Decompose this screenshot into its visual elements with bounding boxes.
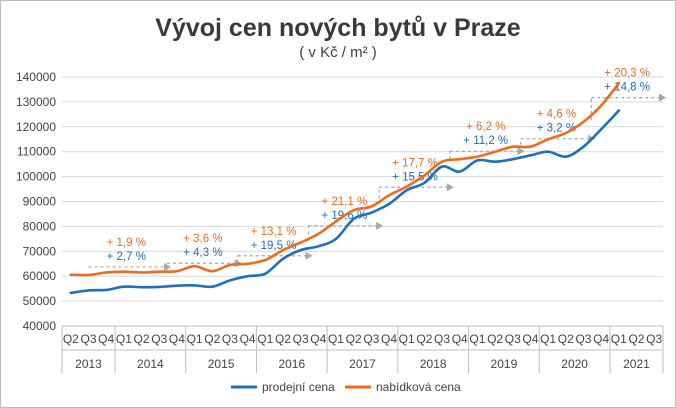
annotation-orange-label: + 3,6 %: [183, 233, 222, 245]
y-tick-label: 130000: [16, 95, 56, 109]
x-tick-year: 2013: [75, 357, 102, 371]
x-tick-quarter: Q4: [240, 332, 256, 346]
x-tick-quarter: Q4: [593, 332, 609, 346]
x-tick-quarter: Q2: [487, 332, 503, 346]
x-tick-quarter: Q2: [416, 332, 432, 346]
annotation-orange-label: + 4,6 %: [537, 109, 576, 121]
x-tick-year: 2021: [623, 357, 650, 371]
x-tick-quarter: Q3: [646, 332, 662, 346]
x-tick-quarter: Q4: [169, 332, 185, 346]
annotation-blue-label: + 3,2 %: [537, 123, 576, 135]
y-tick-label: 120000: [16, 120, 56, 134]
x-tick-quarter: Q3: [222, 332, 238, 346]
y-tick-label: 50000: [23, 294, 57, 308]
annotation-orange-label: + 6,2 %: [466, 121, 505, 133]
x-tick-quarter: Q1: [611, 332, 627, 346]
x-tick-quarter: Q1: [540, 332, 556, 346]
series-lines: [69, 81, 621, 295]
y-axis: 40000 50000 60000 70000 80000 90000 100000 1100…: [16, 70, 56, 333]
x-tick-quarter: Q3: [81, 332, 97, 346]
annotation-blue-label: + 4,3 %: [183, 247, 222, 259]
chart-title: Vývoj cen nových bytů v Praze: [155, 14, 521, 42]
annotation-arrowhead: [659, 93, 666, 102]
y-tick-label: 70000: [23, 244, 57, 258]
x-tick-quarter: Q2: [346, 332, 362, 346]
legend: prodejní cena nabídková cena: [231, 380, 461, 394]
legend-label: nabídková cena: [376, 380, 461, 394]
x-tick-quarter: Q4: [310, 332, 326, 346]
x-tick-quarter: Q3: [505, 332, 521, 346]
x-tick-quarter: Q2: [63, 332, 79, 346]
x-tick-quarter: Q1: [399, 332, 415, 346]
x-tick-quarter: Q3: [434, 332, 450, 346]
x-tick-year: 2020: [561, 357, 588, 371]
y-tick-label: 60000: [23, 269, 57, 283]
annotation-blue-label: + 14,8 %: [604, 82, 650, 94]
x-tick-quarter: Q2: [275, 332, 291, 346]
x-tick-year: 2018: [420, 357, 447, 371]
x-tick-quarter: Q1: [257, 332, 273, 346]
x-tick-quarter: Q4: [522, 332, 538, 346]
x-tick-year: 2014: [137, 357, 164, 371]
y-tick-label: 80000: [23, 219, 57, 233]
x-tick-quarter: Q4: [98, 332, 114, 346]
x-tick-quarter: Q3: [293, 332, 309, 346]
series-line-prodejni-cena: [69, 109, 621, 295]
growth-annotations: + 1,9 %+ 2,7 %+ 3,6 %+ 4,3 %+ 13,1 %+ 19…: [88, 68, 666, 271]
annotation-blue-label: + 11,2 %: [463, 135, 508, 147]
chart-subtitle: ( v Kč / m² ): [299, 44, 377, 61]
y-tick-label: 100000: [16, 170, 56, 184]
x-tick-year: 2017: [349, 357, 376, 371]
annotation-orange-label: + 13,1 %: [251, 226, 297, 238]
x-tick-quarter: Q1: [469, 332, 485, 346]
x-tick-quarter: Q1: [187, 332, 203, 346]
annotation-arrowhead: [376, 221, 384, 230]
series-line-nabidkova-cena: [69, 81, 621, 277]
y-tick-label: 140000: [16, 70, 56, 84]
y-tick-label: 40000: [23, 319, 57, 333]
x-tick-year: 2016: [278, 357, 305, 371]
annotation-orange-label: + 17,7 %: [392, 157, 438, 169]
x-tick-quarter: Q1: [116, 332, 132, 346]
x-axis: Q2 Q3 Q4 Q1 Q2 Q3 Q4 Q1 Q2 Q3 Q4 Q1 Q2 Q3 Q4 Q1 Q2 Q3 Q4 Q1…: [61, 325, 664, 373]
x-tick-year: 2019: [491, 357, 518, 371]
x-tick-quarter: Q2: [558, 332, 574, 346]
x-tick-quarter: Q2: [204, 332, 220, 346]
x-tick-quarter: Q3: [363, 332, 379, 346]
annotation-orange-label: + 20,3 %: [604, 68, 650, 80]
x-tick-quarter: Q3: [151, 332, 167, 346]
y-tick-label: 110000: [17, 145, 56, 159]
legend-label: prodejní cena: [262, 380, 335, 394]
x-tick-quarter: Q3: [575, 332, 591, 346]
y-tick-label: 90000: [23, 195, 57, 209]
x-tick-quarter: Q4: [381, 332, 397, 346]
annotation-orange-label: + 1,9 %: [107, 237, 146, 249]
annotation-orange-label: + 21,1 %: [321, 196, 367, 208]
annotation-blue-label: + 2,7 %: [107, 251, 146, 263]
x-tick-quarter: Q2: [628, 332, 644, 346]
annotation-arrowhead: [446, 183, 454, 192]
annotation-arrowhead: [305, 251, 313, 260]
x-tick-quarter: Q2: [134, 332, 150, 346]
x-tick-quarter: Q1: [328, 332, 344, 346]
annotation-arrowhead: [517, 147, 525, 156]
x-tick-year: 2015: [208, 357, 235, 371]
x-tick-quarter: Q4: [452, 332, 468, 346]
